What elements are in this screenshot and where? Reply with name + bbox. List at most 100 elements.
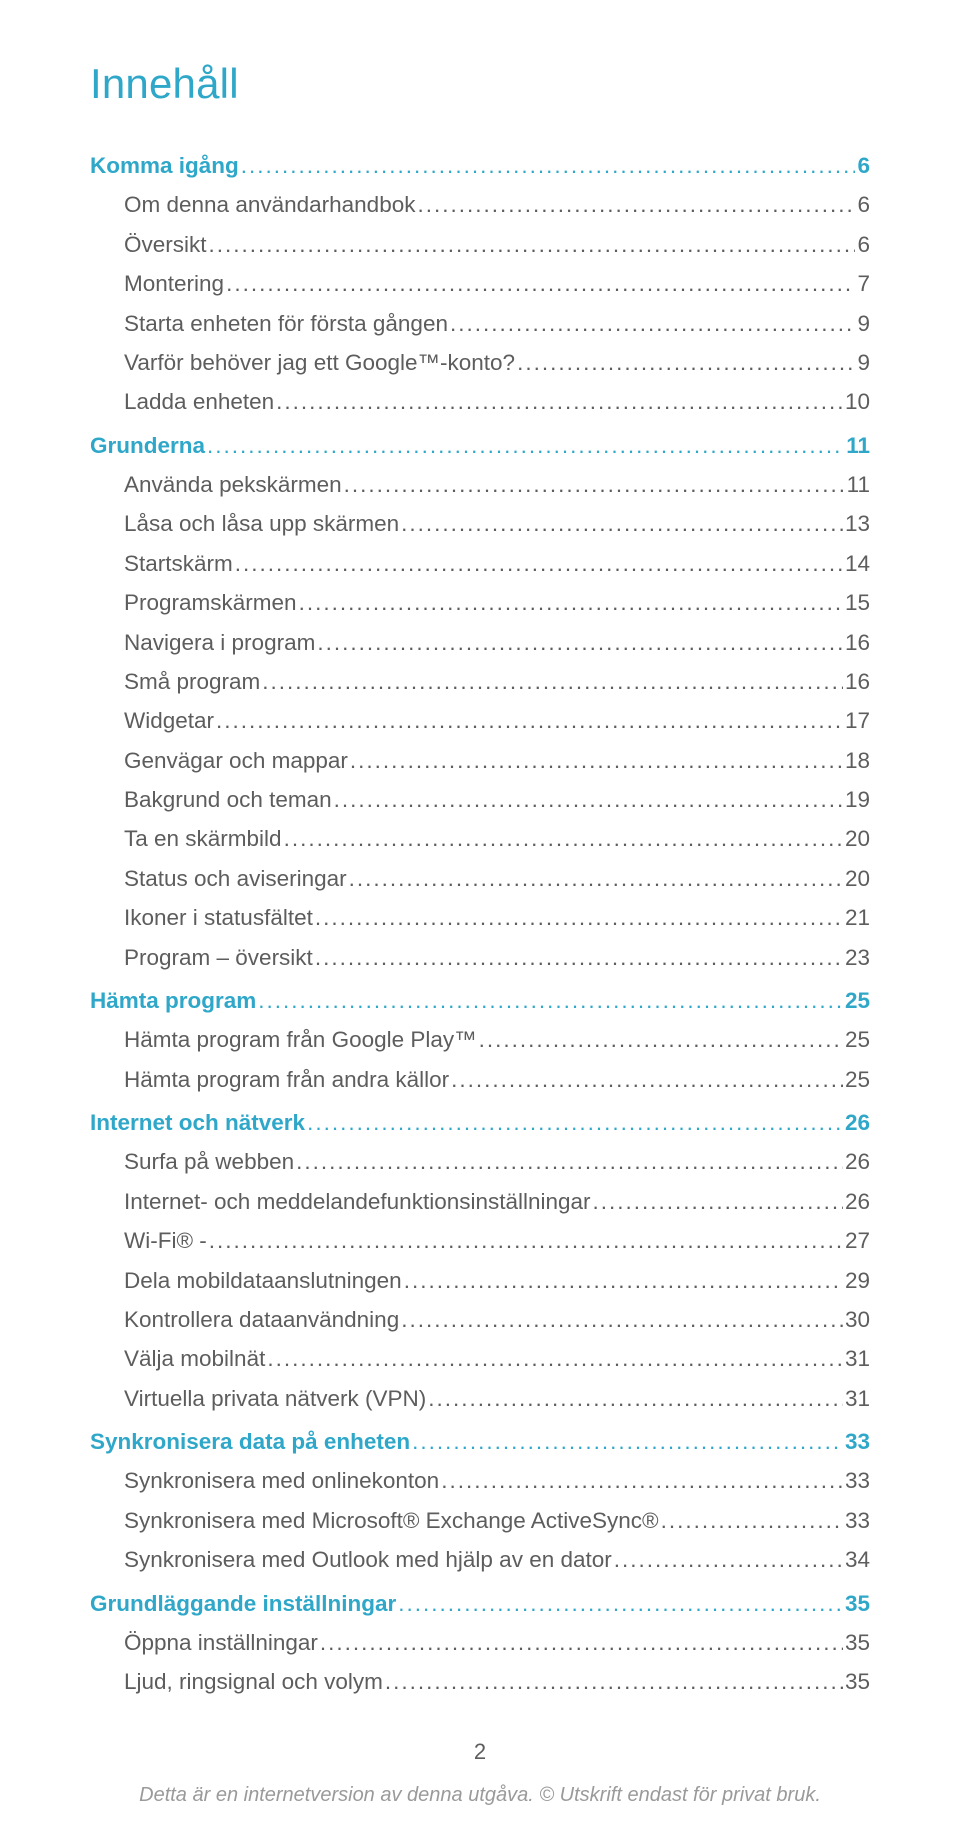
toc-page: 33 <box>845 1461 870 1500</box>
leader-dots <box>441 1461 843 1500</box>
toc-sub-item: Hämta program från andra källor 25 <box>90 1060 870 1099</box>
leader-dots <box>401 1300 843 1339</box>
leader-dots <box>209 225 856 264</box>
toc-label: Komma igång <box>90 146 239 185</box>
toc-sub-item: Ljud, ringsignal och volym35 <box>90 1662 870 1701</box>
leader-dots <box>451 1060 843 1099</box>
toc-label: Synkronisera med Outlook med hjälp av en… <box>124 1540 612 1579</box>
toc-label: Öppna inställningar <box>124 1623 318 1662</box>
toc-page: 33 <box>845 1501 870 1540</box>
leader-dots <box>404 1261 843 1300</box>
toc-label: Hämta program från andra källor <box>124 1060 449 1099</box>
leader-dots <box>401 504 843 543</box>
page-number: 2 <box>474 1739 486 1765</box>
toc-page: 26 <box>845 1103 870 1142</box>
toc-label: Program – översikt <box>124 938 313 977</box>
toc-chapter: Komma igång 6 <box>90 146 870 185</box>
toc-page: 29 <box>845 1261 870 1300</box>
toc-chapter: Internet och nätverk26 <box>90 1103 870 1142</box>
toc-label: Grunderna <box>90 426 205 465</box>
toc-page: 34 <box>845 1540 870 1579</box>
toc-page: 35 <box>845 1584 870 1623</box>
toc-sub-item: Programskärmen15 <box>90 583 870 622</box>
leader-dots <box>412 1422 843 1461</box>
toc-sub-item: Synkronisera med onlinekonton 33 <box>90 1461 870 1500</box>
toc-label: Grundläggande inställningar <box>90 1584 396 1623</box>
leader-dots <box>661 1501 843 1540</box>
toc-page: 9 <box>857 304 870 343</box>
toc-label: Synkronisera med onlinekonton <box>124 1461 439 1500</box>
toc-page: 6 <box>857 225 870 264</box>
leader-dots <box>235 544 843 583</box>
toc-sub-item: Hämta program från Google Play™ 25 <box>90 1020 870 1059</box>
toc-page: 25 <box>845 1060 870 1099</box>
leader-dots <box>517 343 855 382</box>
toc-label: Widgetar <box>124 701 214 740</box>
leader-dots <box>385 1662 843 1701</box>
leader-dots <box>307 1103 843 1142</box>
toc-sub-item: Översikt6 <box>90 225 870 264</box>
toc-label: Surfa på webben <box>124 1142 294 1181</box>
toc-sub-item: Använda pekskärmen 11 <box>90 465 870 504</box>
toc-page: 14 <box>845 544 870 583</box>
toc-page: 11 <box>846 426 870 465</box>
toc-label: Ikoner i statusfältet <box>124 898 313 937</box>
leader-dots <box>276 382 843 421</box>
toc-page: 6 <box>857 185 870 224</box>
leader-dots <box>315 938 843 977</box>
leader-dots <box>450 304 856 343</box>
toc-label: Använda pekskärmen <box>124 465 342 504</box>
toc-page: 23 <box>845 938 870 977</box>
toc-page: 25 <box>845 1020 870 1059</box>
toc-sub-item: Bakgrund och teman19 <box>90 780 870 819</box>
toc-page: 16 <box>845 623 870 662</box>
toc-page: 11 <box>847 465 870 504</box>
leader-dots <box>299 583 843 622</box>
toc-label: Status och aviseringar <box>124 859 347 898</box>
toc-label: Hämta program från Google Play™ <box>124 1020 477 1059</box>
leader-dots <box>593 1182 843 1221</box>
toc-sub-item: Virtuella privata nätverk (VPN)31 <box>90 1379 870 1418</box>
toc-sub-item: Ikoner i statusfältet 21 <box>90 898 870 937</box>
toc-page: 13 <box>845 504 870 543</box>
toc-page: 6 <box>857 146 870 185</box>
toc-page: 31 <box>845 1379 870 1418</box>
toc-label: Välja mobilnät <box>124 1339 265 1378</box>
toc-sub-item: Synkronisera med Outlook med hjälp av en… <box>90 1540 870 1579</box>
leader-dots <box>258 981 843 1020</box>
toc-sub-item: Ladda enheten10 <box>90 382 870 421</box>
leader-dots <box>216 701 843 740</box>
leader-dots <box>284 819 843 858</box>
toc-sub-item: Dela mobildataanslutningen29 <box>90 1261 870 1300</box>
toc-sub-item: Starta enheten för första gången9 <box>90 304 870 343</box>
toc-sub-item: Wi-Fi® -27 <box>90 1221 870 1260</box>
toc-label: Låsa och låsa upp skärmen <box>124 504 399 543</box>
toc-sub-item: Program – översikt 23 <box>90 938 870 977</box>
leader-dots <box>334 780 843 819</box>
leader-dots <box>349 859 843 898</box>
footer-disclaimer: Detta är en internetversion av denna utg… <box>139 1784 821 1807</box>
toc-sub-item: Kontrollera dataanvändning 30 <box>90 1300 870 1339</box>
toc-page: 10 <box>845 382 870 421</box>
toc-label: Navigera i program <box>124 623 315 662</box>
toc-sub-item: Öppna inställningar35 <box>90 1623 870 1662</box>
toc-sub-item: Ta en skärmbild20 <box>90 819 870 858</box>
toc-page: 21 <box>845 898 870 937</box>
leader-dots <box>226 264 855 303</box>
leader-dots <box>207 426 844 465</box>
toc-sub-item: Synkronisera med Microsoft® Exchange Act… <box>90 1501 870 1540</box>
toc-sub-item: Låsa och låsa upp skärmen 13 <box>90 504 870 543</box>
toc-label: Bakgrund och teman <box>124 780 332 819</box>
toc-label: Hämta program <box>90 981 256 1020</box>
toc-label: Synkronisera data på enheten <box>90 1422 410 1461</box>
toc-sub-item: Surfa på webben26 <box>90 1142 870 1181</box>
table-of-contents: Komma igång6Om denna användarhandbok6Öve… <box>90 146 870 1702</box>
toc-page: 20 <box>845 819 870 858</box>
document-page: Innehåll Komma igång6Om denna användarha… <box>0 0 960 1845</box>
toc-page: 25 <box>845 981 870 1020</box>
toc-label: Kontrollera dataanvändning <box>124 1300 399 1339</box>
toc-page: 30 <box>845 1300 870 1339</box>
toc-sub-item: Små program16 <box>90 662 870 701</box>
toc-sub-item: Widgetar 17 <box>90 701 870 740</box>
toc-page: 17 <box>845 701 870 740</box>
